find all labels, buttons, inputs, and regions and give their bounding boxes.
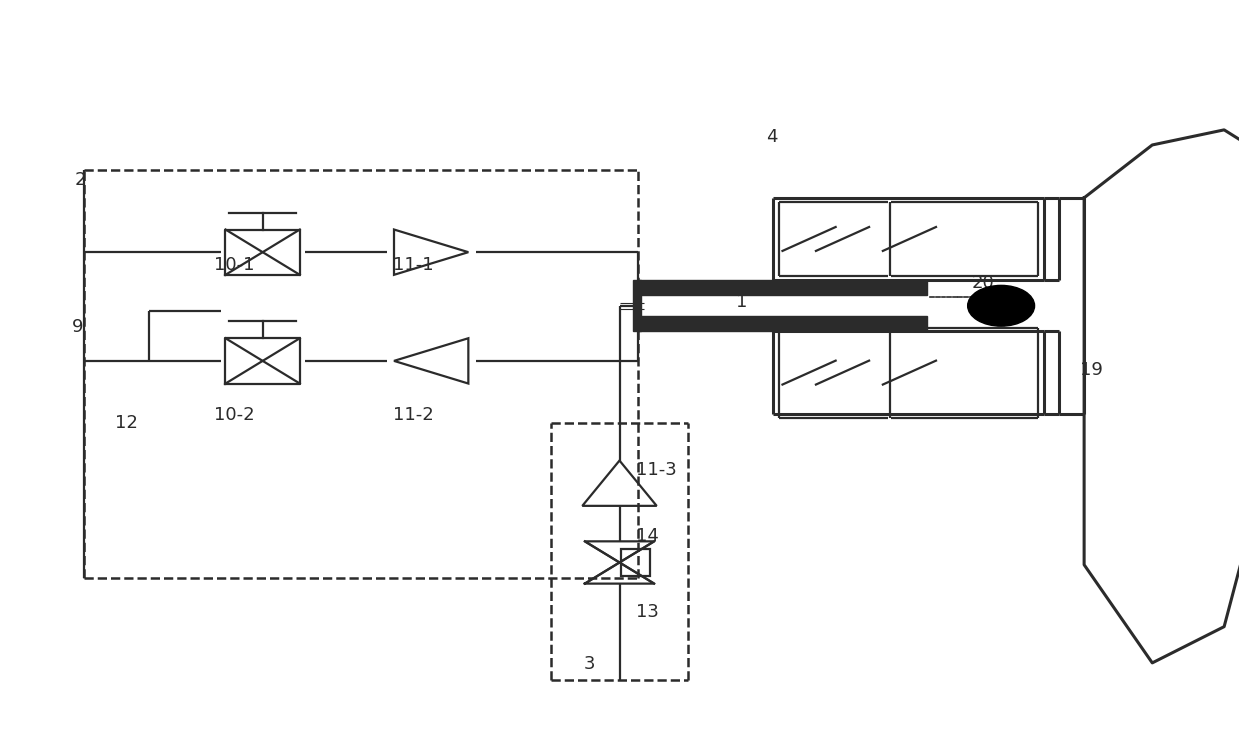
Text: 14: 14 xyxy=(636,527,658,545)
Bar xyxy=(638,280,927,295)
Circle shape xyxy=(968,285,1035,326)
Text: 10-1: 10-1 xyxy=(214,256,255,274)
Text: 19: 19 xyxy=(1080,361,1103,379)
Text: 2: 2 xyxy=(74,171,85,189)
Bar xyxy=(638,316,927,331)
Text: 12: 12 xyxy=(115,414,138,432)
Text: 13: 13 xyxy=(636,602,658,621)
Text: 1: 1 xyxy=(736,293,747,311)
Text: 10-2: 10-2 xyxy=(214,406,255,424)
Text: 4: 4 xyxy=(766,128,777,146)
Text: 3: 3 xyxy=(584,655,595,673)
Text: 20: 20 xyxy=(971,274,994,292)
Text: 11-2: 11-2 xyxy=(393,406,434,424)
Bar xyxy=(633,280,641,331)
Text: 9: 9 xyxy=(72,318,83,336)
Text: 11-1: 11-1 xyxy=(393,256,434,274)
Text: 11-3: 11-3 xyxy=(636,461,676,479)
Bar xyxy=(621,550,649,575)
